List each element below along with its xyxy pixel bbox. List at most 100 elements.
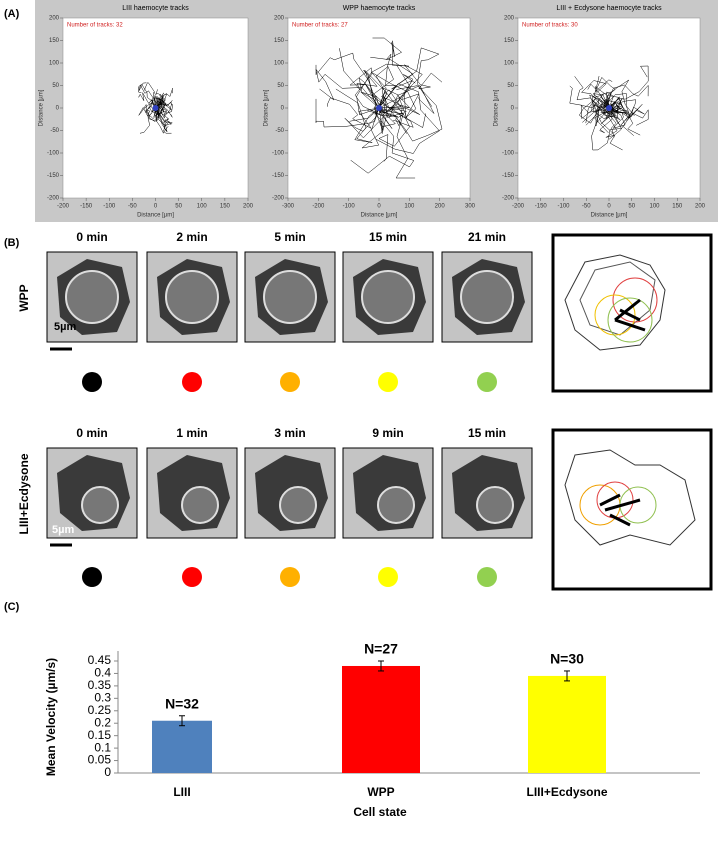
scale-bar-label: 5µm xyxy=(52,524,74,536)
x-axis-label: Cell state xyxy=(353,805,407,819)
error-bar xyxy=(564,670,570,682)
x-tick-label: 50 xyxy=(628,204,635,210)
time-label: 9 min xyxy=(372,426,403,440)
y-tick-label: -200 xyxy=(272,196,285,202)
plot-title: WPP haemocyte tracks xyxy=(343,5,416,12)
annotation: Number of tracks: 27 xyxy=(292,23,348,29)
time-dot xyxy=(280,372,300,392)
time-label: 0 min xyxy=(76,230,107,244)
y-tick-label: 150 xyxy=(504,38,515,44)
cell-nucleus xyxy=(377,486,415,524)
tracks xyxy=(315,37,443,179)
plot-title: LIII + Ecdysone haemocyte tracks xyxy=(556,5,662,12)
y-tick-label: 50 xyxy=(277,83,284,89)
y-tick-label: 0.2 xyxy=(94,715,111,729)
cell-nucleus xyxy=(181,486,219,524)
time-dot xyxy=(477,372,497,392)
panel-label: (A) xyxy=(4,8,20,20)
scale-bar-label: 5µm xyxy=(54,321,76,333)
y-tick-label: -50 xyxy=(275,128,284,134)
panel-label: (B) xyxy=(4,237,20,249)
x-tick-label: -100 xyxy=(343,204,356,210)
y-tick-label: -150 xyxy=(272,173,285,179)
x-tick-label: 100 xyxy=(197,204,208,210)
y-tick-label: 200 xyxy=(49,16,60,22)
y-axis-label: Distance [µm] xyxy=(264,89,270,126)
time-dot xyxy=(182,372,202,392)
cell-nucleus xyxy=(263,270,317,324)
y-axis-label: Distance [µm] xyxy=(494,89,500,126)
cell-nucleus xyxy=(81,486,119,524)
plot-title: LIII haemocyte tracks xyxy=(122,5,189,12)
annotation: Number of tracks: 32 xyxy=(67,23,123,29)
cell-nucleus xyxy=(65,270,119,324)
bar xyxy=(342,665,420,773)
y-tick-label: 0.05 xyxy=(88,753,112,767)
y-tick-label: 150 xyxy=(274,38,285,44)
y-tick-label: 100 xyxy=(504,61,515,67)
x-tick-label: LIII xyxy=(173,785,190,799)
y-tick-label: 0.4 xyxy=(94,666,111,680)
time-label: 3 min xyxy=(274,426,305,440)
y-axis-label: Distance [µm] xyxy=(39,89,45,126)
y-tick-label: 200 xyxy=(504,16,515,22)
x-tick-label: 200 xyxy=(435,204,446,210)
time-dot xyxy=(378,567,398,587)
y-tick-label: 100 xyxy=(49,61,60,67)
bar xyxy=(528,675,606,773)
y-tick-label: 0.1 xyxy=(94,740,111,754)
x-tick-label: 150 xyxy=(220,204,231,210)
error-bar xyxy=(378,660,384,672)
cell-nucleus xyxy=(279,486,317,524)
y-tick-label: 0.3 xyxy=(94,691,111,705)
y-tick-label: -200 xyxy=(47,196,60,202)
y-tick-label: 0 xyxy=(56,106,60,112)
x-tick-label: -200 xyxy=(312,204,325,210)
y-tick-label: -100 xyxy=(502,151,515,157)
y-tick-label: 200 xyxy=(274,16,285,22)
x-tick-label: -50 xyxy=(582,204,591,210)
x-tick-label: 50 xyxy=(175,204,182,210)
time-dot xyxy=(82,567,102,587)
bar xyxy=(152,720,212,773)
y-tick-label: 0.25 xyxy=(88,703,112,717)
x-tick-label: -50 xyxy=(128,204,137,210)
x-tick-label: 200 xyxy=(243,204,254,210)
x-tick-label: -200 xyxy=(512,204,525,210)
y-tick-label: 0.45 xyxy=(88,653,112,667)
x-tick-label: 100 xyxy=(404,204,415,210)
y-tick-label: -50 xyxy=(505,128,514,134)
x-tick-label: 0 xyxy=(154,204,158,210)
bar-annotation: N=30 xyxy=(550,651,584,667)
time-label: 15 min xyxy=(369,230,407,244)
y-tick-label: -50 xyxy=(50,128,59,134)
cell-nucleus xyxy=(476,486,514,524)
x-tick-label: 200 xyxy=(695,204,706,210)
time-dot xyxy=(378,372,398,392)
y-tick-label: 0 xyxy=(104,765,111,779)
y-tick-label: 0.35 xyxy=(88,678,112,692)
x-tick-label: 0 xyxy=(607,204,611,210)
time-dot xyxy=(477,567,497,587)
y-tick-label: 0 xyxy=(281,106,285,112)
cell-nucleus xyxy=(460,270,514,324)
x-tick-label: -150 xyxy=(80,204,93,210)
x-tick-label: LIII+Ecdysone xyxy=(526,785,607,799)
x-tick-label: 100 xyxy=(649,204,660,210)
y-tick-label: 0.15 xyxy=(88,728,112,742)
track-origin xyxy=(376,105,382,111)
x-tick-label: 300 xyxy=(465,204,476,210)
y-tick-label: 50 xyxy=(52,83,59,89)
y-axis-label: Mean Velocity (µm/s) xyxy=(44,658,58,776)
time-label: 2 min xyxy=(176,230,207,244)
bar-annotation: N=32 xyxy=(165,695,199,711)
x-axis-label: Distance [µm] xyxy=(137,213,174,219)
cell-nucleus xyxy=(165,270,219,324)
time-dot xyxy=(280,567,300,587)
x-axis-label: Distance [µm] xyxy=(591,213,628,219)
y-tick-label: -150 xyxy=(502,173,515,179)
y-tick-label: -200 xyxy=(502,196,515,202)
x-tick-label: 0 xyxy=(377,204,381,210)
time-label: 1 min xyxy=(176,426,207,440)
